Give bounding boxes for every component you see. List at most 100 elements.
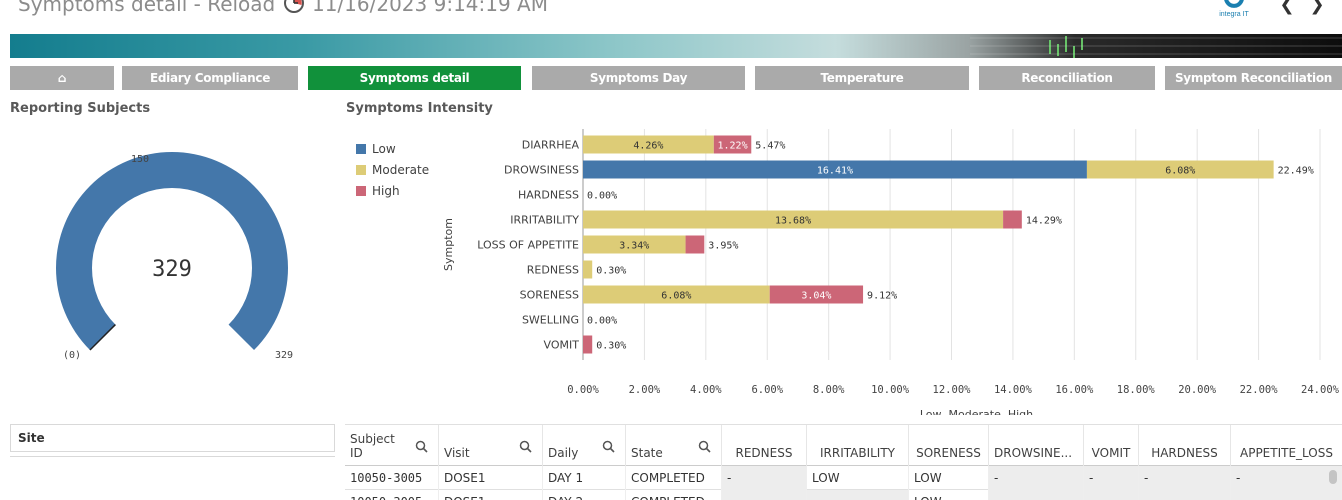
column-label: APPETITE_LOSS	[1240, 446, 1333, 460]
bar-high[interactable]	[769, 285, 864, 304]
tab-temperature[interactable]: Temperature	[755, 66, 969, 90]
gauge-title: Reporting Subjects	[10, 101, 151, 116]
symptoms-table: Subject ID Visit Daily State REDNESS IRR…	[345, 424, 1342, 500]
site-filter[interactable]: Site	[10, 424, 335, 452]
cell-vomit: -	[1084, 466, 1139, 490]
bar-total-label: 14.29%	[1026, 216, 1062, 227]
bar-value-label: 13.68%	[775, 216, 811, 227]
search-icon[interactable]	[698, 440, 711, 453]
tab-reconciliation[interactable]: Reconciliation	[979, 66, 1155, 90]
tab-ediary-compliance[interactable]: Ediary Compliance	[122, 66, 298, 90]
bar-value-label: 1.22%	[717, 141, 747, 152]
cell-appetite-loss: -	[1231, 466, 1342, 490]
column-subject-id[interactable]: Subject ID	[345, 425, 439, 466]
reporting-subjects-gauge: 329 150 (0) 329	[0, 120, 340, 380]
x-tick-label: 14.00%	[994, 384, 1033, 396]
chart-svg: 0.00% 2.00% 4.00% 6.00% 8.00% 10.00% 12.00% 14.…	[442, 129, 1340, 421]
column-vomit[interactable]: VOMIT	[1084, 425, 1139, 466]
back-button[interactable]: ❮	[1279, 0, 1295, 14]
column-irritability[interactable]: IRRITABILITY	[807, 425, 909, 466]
column-visit[interactable]: Visit	[439, 425, 543, 466]
column-hardness[interactable]: HARDNESS	[1139, 425, 1231, 466]
bar-moderate[interactable]	[583, 285, 770, 304]
column-redness[interactable]: REDNESS	[722, 425, 807, 466]
tab-symptom-reconciliation[interactable]: Symptom Reconciliation	[1165, 66, 1342, 90]
cell-irritability	[807, 490, 909, 500]
cell-hardness	[1139, 490, 1231, 500]
bar-total-label: 5.47%	[755, 141, 785, 152]
tab-symptoms-day[interactable]: Symptoms Day	[532, 66, 745, 90]
bar-value-label: 3.34%	[619, 241, 649, 252]
tab-home[interactable]: ⌂	[10, 66, 114, 90]
x-tick-label: 16.00%	[1055, 384, 1094, 396]
bar-value-label: 16.41%	[817, 166, 853, 177]
legend-item-moderate[interactable]: Moderate	[356, 159, 429, 180]
cell-appetite-loss	[1231, 490, 1342, 500]
symptoms-intensity-chart: 0.00% 2.00% 4.00% 6.00% 8.00% 10.00% 12.00% 14.…	[430, 125, 1342, 421]
cell-state: COMPLETED	[626, 466, 722, 490]
cell-redness: -	[722, 466, 807, 490]
search-icon[interactable]	[519, 440, 532, 453]
bar-total-label: 0.30%	[596, 266, 626, 277]
table-row[interactable]: 10050-3005 DOSE1 DAY 1 COMPLETED - LOW L…	[345, 466, 1342, 490]
bar-high[interactable]	[685, 235, 705, 254]
bar-high[interactable]	[583, 335, 593, 354]
logo-text: integra IT	[1219, 11, 1249, 18]
cell-soreness: LOW	[909, 466, 989, 490]
gauge-needle	[89, 324, 116, 351]
bar-total-label: 0.00%	[587, 191, 617, 202]
legend-swatch-moderate	[356, 164, 366, 175]
forward-button[interactable]: ❯	[1309, 0, 1325, 14]
y-axis-title: Symptom	[442, 218, 455, 271]
column-drowsiness[interactable]: DROWSINE...	[989, 425, 1084, 466]
table-scrollbar[interactable]	[1329, 470, 1337, 484]
cell-drowsiness	[989, 490, 1084, 500]
category-label: VOMIT	[544, 339, 580, 352]
column-appetite-loss[interactable]: APPETITE_LOSS	[1231, 425, 1342, 466]
cell-visit: DOSE1	[439, 490, 543, 500]
search-icon[interactable]	[602, 440, 615, 453]
site-filter-divider	[10, 456, 335, 457]
x-tick-label: 24.00%	[1301, 384, 1340, 396]
bar-value-label: 6.08%	[661, 291, 691, 302]
cell-visit: DOSE1	[439, 466, 543, 490]
legend-swatch-high	[356, 185, 366, 196]
bar-moderate[interactable]	[583, 260, 593, 279]
column-label: SORENESS	[916, 446, 981, 460]
reload-timestamp: 11/16/2023 9:14:19 AM	[311, 0, 548, 16]
gauge-min-label: (0)	[63, 350, 81, 361]
bar-low[interactable]	[583, 160, 1087, 179]
cell-vomit	[1084, 490, 1139, 500]
cell-irritability: LOW	[807, 466, 909, 490]
legend-item-high[interactable]: High	[356, 180, 429, 201]
table-header: Subject ID Visit Daily State REDNESS IRR…	[345, 424, 1342, 466]
cell-subject-id: 10050-3005	[345, 466, 439, 490]
page-title: Symptoms detail - Reload 11/16/2023 9:14…	[18, 0, 548, 18]
clock-icon	[283, 0, 304, 18]
chart-title: Symptoms Intensity	[346, 101, 493, 116]
bar-moderate[interactable]	[583, 210, 1004, 229]
x-tick-label: 8.00%	[813, 384, 845, 396]
gauge-value: 329	[152, 257, 192, 282]
column-soreness[interactable]: SORENESS	[909, 425, 989, 466]
bar-moderate[interactable]	[583, 135, 714, 154]
bar-moderate[interactable]	[1086, 160, 1274, 179]
column-state[interactable]: State	[626, 425, 722, 466]
table-row[interactable]: 10050-3005 DOSE1 DAY 2 COMPLETED LOW	[345, 490, 1342, 500]
cell-daily: DAY 2	[543, 490, 626, 500]
column-label: VOMIT	[1091, 446, 1131, 460]
bar-high[interactable]	[1003, 210, 1022, 229]
x-tick-label: 22.00%	[1240, 384, 1279, 396]
x-axis-title: Low, Moderate, High	[920, 408, 1033, 415]
gauge-max-label: 150	[131, 154, 149, 165]
bar-high[interactable]	[713, 135, 752, 154]
column-daily[interactable]: Daily	[543, 425, 626, 466]
bar-total-label: 22.49%	[1278, 166, 1314, 177]
x-tick-label: 18.00%	[1117, 384, 1156, 396]
search-icon[interactable]	[415, 440, 428, 453]
legend-item-low[interactable]: Low	[356, 138, 429, 159]
column-label: Visit	[444, 446, 470, 460]
gauge-svg: 329 150 (0) 329	[56, 152, 293, 361]
tab-symptoms-detail[interactable]: Symptoms detail	[308, 66, 521, 90]
bar-moderate[interactable]	[583, 235, 686, 254]
